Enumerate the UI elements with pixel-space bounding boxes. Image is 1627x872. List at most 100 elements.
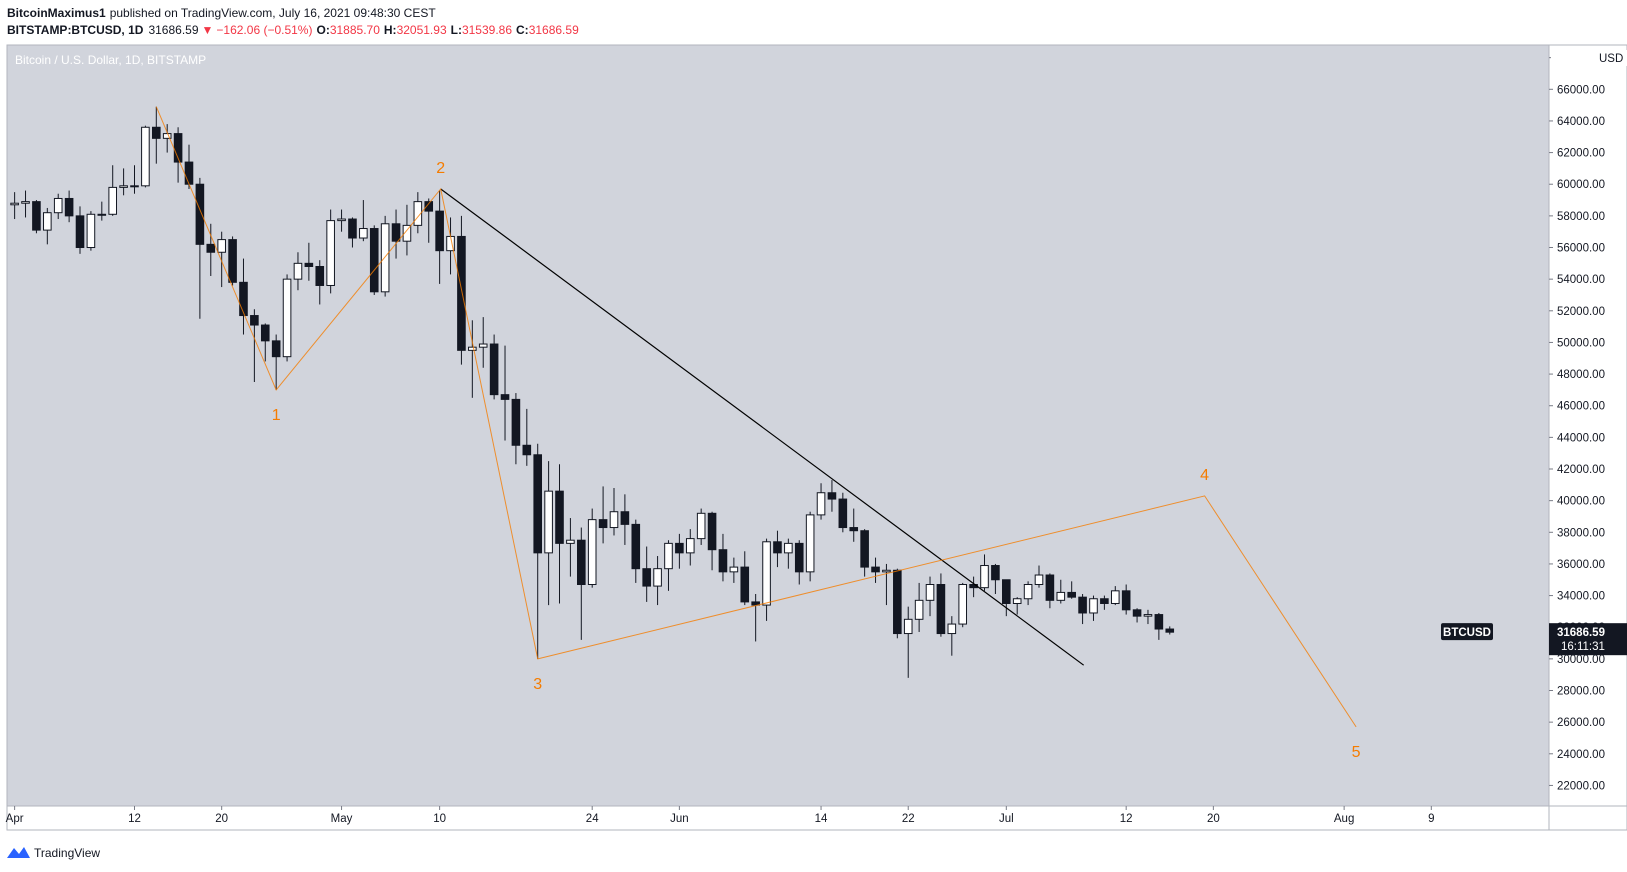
candle-body: [903, 618, 913, 635]
footer-logo: [7, 847, 30, 858]
x-tick-label: 10: [433, 813, 446, 825]
x-tick-label: May: [331, 813, 353, 825]
candle-body: [751, 601, 760, 606]
ohlc-value: 31885.70: [330, 23, 380, 37]
x-tick-label: 12: [1120, 813, 1133, 825]
candle-body: [217, 239, 226, 253]
candle-body: [173, 133, 183, 163]
candle-body: [1132, 609, 1142, 617]
candle-body: [32, 201, 41, 231]
ohlc-label: H:: [384, 23, 397, 37]
ohlc-label: L:: [451, 23, 462, 37]
trendline: [440, 188, 1085, 666]
candle-body: [1045, 574, 1055, 601]
candle-body: [555, 490, 564, 544]
candle-body: [1012, 598, 1022, 604]
candle-body: [718, 549, 728, 573]
candle-body: [304, 262, 314, 267]
candle-body: [271, 340, 281, 358]
candle-body: [936, 584, 946, 635]
y-tick-label: 56000.00: [1557, 243, 1605, 255]
x-tick-label: Apr: [6, 813, 24, 825]
footer-brand: TradingView: [34, 846, 100, 860]
candle-body: [620, 511, 630, 525]
y-tick-label: 46000.00: [1557, 401, 1605, 413]
candle-body: [424, 201, 434, 212]
candle-body: [871, 566, 880, 573]
header-line-2: BITSTAMP:BTCUSD, 1D 31686.59 ▼ −162.06 (−0.…: [7, 23, 579, 37]
candle-body: [1002, 579, 1011, 604]
wave-label: 2: [436, 160, 445, 177]
y-tick-label: 34000.00: [1557, 591, 1605, 603]
wave-label: 4: [1200, 467, 1209, 484]
candle-body: [457, 235, 466, 351]
candle-body: [489, 343, 499, 396]
y-unit: USD: [1599, 53, 1623, 65]
candle-body: [1023, 584, 1033, 600]
y-tick-label: 30000.00: [1557, 654, 1605, 666]
y-tick-label: 38000.00: [1557, 527, 1605, 539]
candle-body: [925, 584, 935, 601]
candle-body: [315, 265, 325, 286]
candle-body: [260, 324, 270, 342]
symbol-tag-bg: [1441, 623, 1493, 641]
candle-body: [500, 394, 510, 400]
candle-body: [773, 541, 782, 554]
candle-body: [228, 239, 237, 283]
candle-body: [1100, 598, 1109, 604]
last-price: 31686.59: [148, 23, 198, 37]
candle-body: [566, 539, 575, 544]
change: −162.06 (−0.51%): [216, 23, 312, 37]
y-tick-label: 66000.00: [1557, 84, 1605, 96]
header-line-1: BitcoinMaximus1 published on TradingView.…: [7, 6, 436, 20]
candle-body: [119, 185, 128, 188]
published: published on TradingView.com, July 16, 2…: [110, 6, 437, 20]
candle-body: [882, 569, 891, 573]
countdown: 16:11:31: [1561, 641, 1605, 653]
candle-body: [762, 541, 771, 606]
y-tick-label: 40000.00: [1557, 496, 1605, 508]
candle-body: [707, 512, 717, 551]
candle-body: [631, 523, 641, 570]
candle-body: [914, 599, 924, 620]
candle-body: [958, 584, 968, 625]
candle-body: [43, 212, 52, 231]
candle-body: [893, 569, 902, 635]
candle-body: [533, 454, 543, 554]
wave-label: 5: [1352, 744, 1361, 761]
candle-body: [359, 228, 368, 239]
candle-body: [587, 519, 597, 586]
y-tick-label: 22000.00: [1557, 780, 1605, 792]
y-tick-label: 42000.00: [1557, 464, 1605, 476]
candle-body: [130, 185, 139, 188]
candle-body: [860, 530, 869, 568]
unit-badge: [1551, 50, 1627, 66]
candle-body: [239, 281, 248, 317]
y-tick-label: 60000.00: [1557, 179, 1605, 191]
change-arrow: ▼: [202, 23, 214, 37]
candle-body: [86, 213, 96, 249]
candle-body: [402, 224, 412, 242]
frame: [6, 44, 1627, 831]
chart-title: Bitcoin / U.S. Dollar, 1D, BITSTAMP: [15, 53, 206, 67]
candle-body: [435, 210, 444, 252]
ohlc-value: 32051.93: [397, 23, 447, 37]
y-tick-label: 44000.00: [1557, 432, 1605, 444]
candle-body: [664, 542, 673, 570]
y-tick-label: 62000.00: [1557, 148, 1605, 160]
candle-body: [816, 492, 826, 516]
candle-body: [675, 542, 684, 554]
candle-body: [1143, 614, 1153, 617]
ohlc-label: O:: [316, 23, 329, 37]
candle-body: [980, 565, 989, 589]
logo-icon: [7, 847, 30, 858]
candle-body: [478, 343, 488, 348]
candle-body: [282, 278, 292, 358]
author: BitcoinMaximus1: [7, 6, 106, 20]
y-tick-label: 26000.00: [1557, 717, 1605, 729]
y-tick-label: 50000.00: [1557, 337, 1605, 349]
candle-body: [1089, 598, 1098, 614]
candle-body: [642, 568, 651, 587]
candle-body: [1034, 574, 1044, 586]
candle-body: [947, 623, 957, 635]
